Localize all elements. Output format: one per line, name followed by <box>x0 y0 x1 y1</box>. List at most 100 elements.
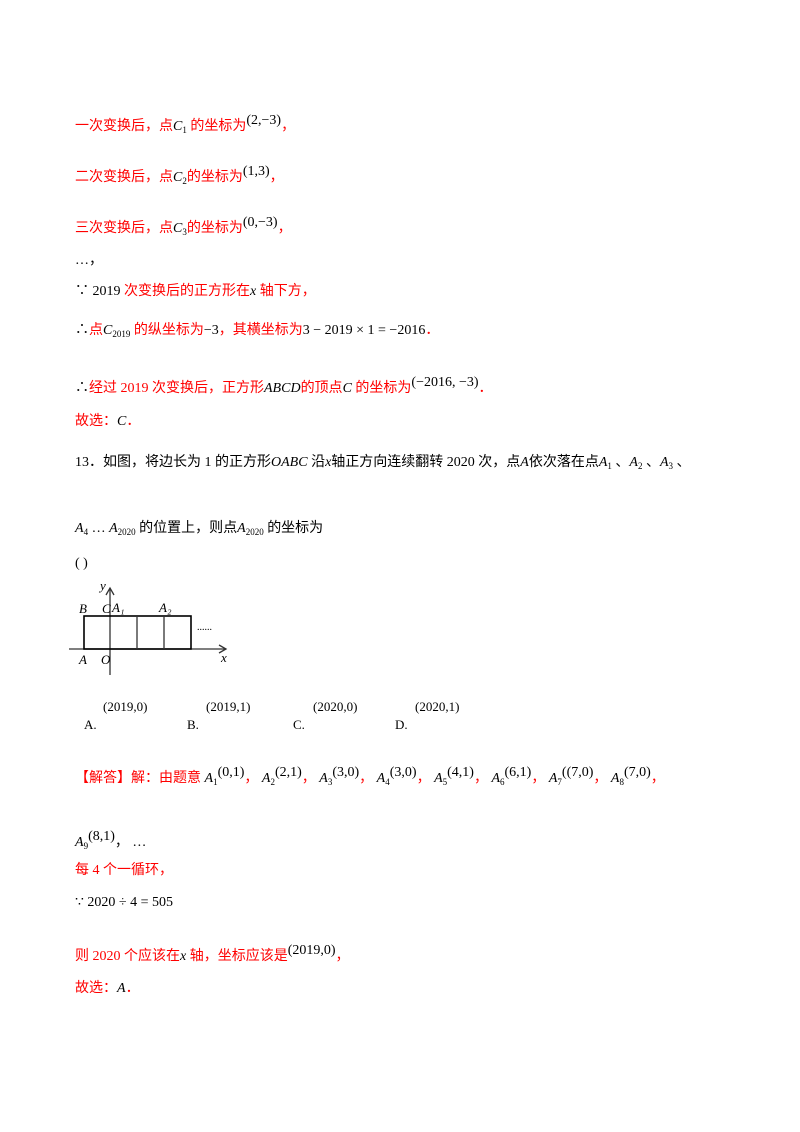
math-expression: A <box>548 771 558 786</box>
answer-text: ， <box>281 119 296 134</box>
answer-text: ． <box>425 323 440 338</box>
text-line: A4 … A2020 的位置上，则点A2020 的坐标为 <box>75 520 323 541</box>
point-a-label: A <box>79 652 87 667</box>
math-expression: (3,0) <box>389 765 417 780</box>
math-expression: A <box>491 771 501 786</box>
text-line: 每 4 个一循环， <box>75 862 173 880</box>
answer-text: ． <box>478 381 493 396</box>
math-expression: A <box>204 771 214 786</box>
origin-label: O <box>101 652 111 667</box>
math-expression: C <box>173 221 183 236</box>
text-line: 故选：A． <box>75 980 140 998</box>
answer-text: 故选： <box>75 414 117 429</box>
continuation-dots: ...... <box>197 622 212 633</box>
text-line: 一次变换后，点C1 的坐标为(2,−3)， <box>75 112 295 139</box>
text-line: ( ) <box>75 555 88 573</box>
math-expression: A <box>598 455 608 470</box>
math-expression: x <box>325 455 332 470</box>
answer-text: ， <box>531 771 549 786</box>
text-line: …， <box>75 252 103 270</box>
math-expression: (7,0) <box>623 765 651 780</box>
answer-text: ， <box>593 771 611 786</box>
answer-text: 三次变换后，点 <box>75 221 173 236</box>
text-line: A9(8,1)， … <box>75 828 146 855</box>
math-expression: ∵ 2019 <box>75 284 124 299</box>
math-expression: C <box>173 170 183 185</box>
option-a[interactable]: A. <box>84 717 97 732</box>
option-d-value: (2020,1) <box>415 699 460 714</box>
answer-text: ， <box>244 771 262 786</box>
math-expression: C <box>117 414 127 429</box>
math-expression: A <box>75 835 84 850</box>
text-segment: 的位置上，则点 <box>135 521 238 536</box>
answer-text: ， <box>650 771 665 786</box>
option-d[interactable]: D. <box>395 717 408 732</box>
math-expression: A <box>659 455 669 470</box>
math-expression: C <box>103 323 113 338</box>
math-expression: A <box>237 521 246 536</box>
point-c-label: C <box>102 601 111 616</box>
text-segment: … <box>88 521 110 536</box>
option-c[interactable]: C. <box>293 717 305 732</box>
text-line: ∵ 2019 次变换后的正方形在x 轴下方， <box>75 283 316 301</box>
text-line: ∴点C2019 的纵坐标为−3，其横坐标为3 − 2019 × 1 = −201… <box>75 322 439 343</box>
text-segment: 的坐标为 <box>263 521 324 536</box>
math-expression: 2019 <box>112 329 131 339</box>
math-expression: A <box>520 455 529 470</box>
math-expression: A <box>376 771 386 786</box>
text-segment: ， … <box>114 835 147 850</box>
answer-text: ， <box>277 221 292 236</box>
point-a2-label: A₂ <box>159 600 172 615</box>
answer-text: 每 4 个一循环， <box>75 863 173 878</box>
math-expression: 7 <box>557 777 562 787</box>
math-expression: (6,1) <box>504 765 532 780</box>
text-segment: …， <box>75 253 103 268</box>
text-line: ∵ 2020 ÷ 4 = 505 <box>75 894 173 912</box>
math-expression: (4,1) <box>447 765 474 780</box>
answer-text: 次变换后的正方形在 <box>124 284 250 299</box>
math-expression: ∵ 2020 ÷ 4 = 505 <box>75 895 173 910</box>
x-axis-arrow-icon <box>218 644 228 654</box>
math-expression: (8,1) <box>88 829 115 844</box>
text-line: 三次变换后，点C3的坐标为(0,−3)， <box>75 214 292 241</box>
answer-text: 的纵坐标为 <box>130 323 204 338</box>
text-line: ∴经过 2019 次变换后，正方形ABCD的顶点C 的坐标为(−2016, −3… <box>75 374 493 398</box>
math-expression: A <box>75 521 84 536</box>
math-expression: A <box>610 771 620 786</box>
answer-text: ． <box>125 981 140 996</box>
math-expression: 3 <box>668 461 674 471</box>
text-line: 则 2020 个应该在x 轴，坐标应该是(2019,0)， <box>75 942 350 966</box>
math-expression: (3,0) <box>332 765 360 780</box>
answer-text: 的坐标为 <box>351 381 412 396</box>
answer-text: 的坐标为 <box>186 119 247 134</box>
answer-text: 故选： <box>75 981 117 996</box>
math-expression: A <box>434 771 443 786</box>
math-expression: 4 <box>83 527 89 537</box>
answer-text: 轴下方， <box>256 284 316 299</box>
answer-text: 【解答】解：由题意 <box>75 771 205 786</box>
option-b[interactable]: B. <box>187 717 199 732</box>
text-segment: 、 <box>673 455 691 470</box>
answer-text: 二次变换后，点 <box>75 170 173 185</box>
text-segment: 、 <box>611 455 630 470</box>
math-expression: 9 <box>83 841 89 851</box>
text-segment: 、 <box>642 455 660 470</box>
answer-text: 的坐标为 <box>186 221 243 236</box>
answer-text: 点 <box>89 323 103 338</box>
answer-text: 一次变换后，点 <box>75 119 173 134</box>
math-expression: 3 <box>327 777 333 787</box>
math-expression: 2020 <box>245 527 264 537</box>
answer-text: 的顶点 <box>300 381 343 396</box>
option-a-value: (2019,0) <box>103 699 148 714</box>
text-line: 【解答】解：由题意 A1(0,1)， A2(2,1)， A3(3,0)， A4(… <box>75 764 665 791</box>
math-expression: (1,3) <box>242 164 270 179</box>
math-expression: x <box>250 284 257 299</box>
math-expression: ABCD <box>264 381 301 396</box>
answer-text: ， <box>473 771 492 786</box>
text-segment: ( ) <box>75 556 88 571</box>
math-expression: (0,1) <box>217 765 245 780</box>
y-axis-label: y <box>100 578 106 593</box>
answer-text: 经过 2019 次变换后，正方形 <box>89 381 264 396</box>
math-expression: 1 <box>182 125 187 135</box>
answer-text: ， <box>301 771 320 786</box>
